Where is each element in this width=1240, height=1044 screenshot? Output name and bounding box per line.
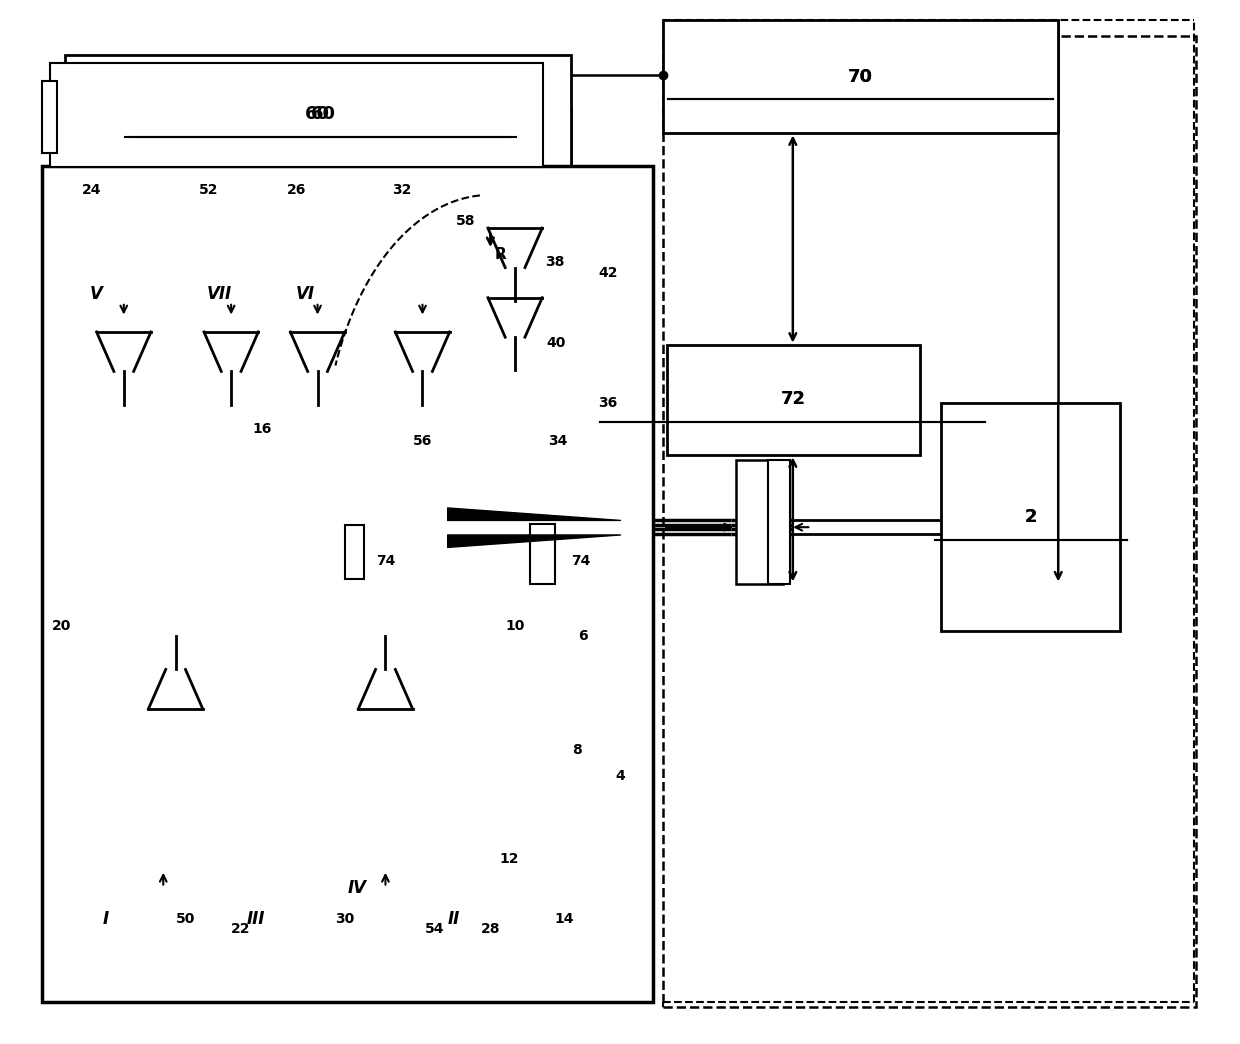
Text: 2: 2 <box>1024 507 1038 526</box>
Text: 54: 54 <box>425 922 445 936</box>
Text: 32: 32 <box>392 183 412 196</box>
Text: 6: 6 <box>578 630 588 643</box>
Text: 20: 20 <box>52 619 72 633</box>
Text: 58: 58 <box>456 214 475 228</box>
Text: 4: 4 <box>615 769 625 783</box>
Text: VI: VI <box>295 285 315 303</box>
Text: 72: 72 <box>780 390 805 408</box>
Text: 70: 70 <box>848 68 873 86</box>
Bar <box>50 63 543 167</box>
Bar <box>667 346 920 454</box>
Text: 10: 10 <box>506 619 525 633</box>
Bar <box>64 54 570 174</box>
Text: 34: 34 <box>548 434 568 448</box>
Bar <box>42 80 57 153</box>
Text: 24: 24 <box>82 183 102 196</box>
Text: IV: IV <box>347 879 367 897</box>
Bar <box>42 166 653 1002</box>
Text: 52: 52 <box>200 183 218 196</box>
Text: 38: 38 <box>544 256 564 269</box>
Text: 30: 30 <box>335 911 355 926</box>
Text: 42: 42 <box>598 266 618 280</box>
Text: V: V <box>91 285 103 303</box>
Bar <box>941 403 1120 631</box>
Bar <box>768 459 790 585</box>
Text: 28: 28 <box>481 922 500 936</box>
Text: 72: 72 <box>780 390 805 408</box>
Bar <box>345 525 365 579</box>
Text: 56: 56 <box>413 434 433 448</box>
Text: 26: 26 <box>286 183 306 196</box>
Text: VII: VII <box>206 285 232 303</box>
Bar <box>663 35 1197 1007</box>
Text: 60: 60 <box>311 104 336 123</box>
Bar <box>529 524 554 585</box>
Bar <box>663 21 1058 133</box>
Text: 74: 74 <box>376 554 396 569</box>
Text: 8: 8 <box>572 743 582 758</box>
Text: 16: 16 <box>252 422 272 435</box>
Bar <box>737 459 782 585</box>
Text: II: II <box>448 909 460 928</box>
Text: 36: 36 <box>598 396 618 409</box>
Text: 60: 60 <box>305 104 330 123</box>
Text: R: R <box>495 246 506 262</box>
Text: 50: 50 <box>176 911 195 926</box>
Text: 22: 22 <box>232 922 250 936</box>
Text: 40: 40 <box>546 336 565 351</box>
Text: III: III <box>247 909 265 928</box>
Text: 70: 70 <box>848 68 873 86</box>
Text: 14: 14 <box>554 911 574 926</box>
Text: 2: 2 <box>1024 507 1038 526</box>
Text: 12: 12 <box>500 853 518 867</box>
Text: I: I <box>102 909 108 928</box>
Text: 74: 74 <box>570 554 590 569</box>
